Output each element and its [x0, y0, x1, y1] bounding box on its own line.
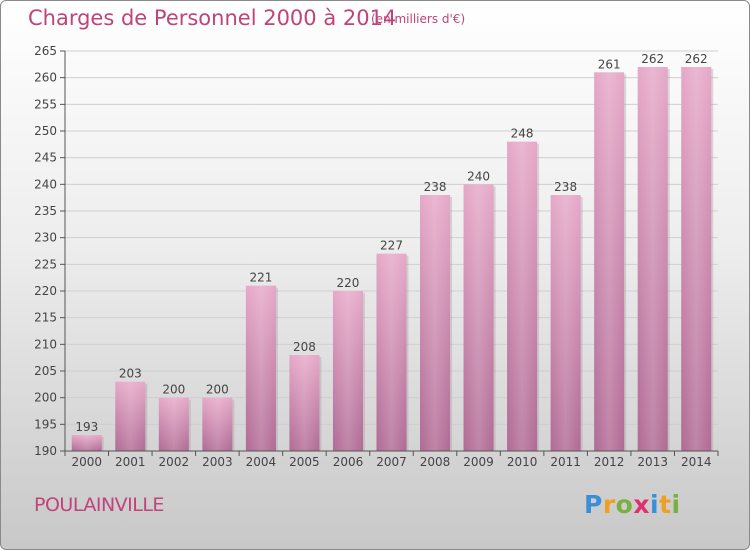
proxiti-logo: Proxiti: [584, 490, 681, 519]
bar-value-label: 261: [598, 57, 621, 71]
y-tick-label: 195: [34, 417, 57, 431]
x-tick-label: 2007: [376, 455, 407, 469]
x-tick-label: 2002: [159, 455, 190, 469]
bar-highlight: [289, 355, 320, 451]
logo-letter: x: [633, 490, 650, 519]
bar-value-label: 262: [685, 52, 708, 66]
value-labels: 193 203 200 200 221 208 220 227 238 240 248 238 261 2…: [75, 52, 707, 434]
chart-title: Charges de Personnel 2000 à 2014: [28, 6, 397, 30]
bar-highlight: [71, 435, 102, 451]
bar-highlight: [507, 141, 538, 451]
x-tick-label: 2014: [681, 455, 712, 469]
x-tick-label: 2010: [507, 455, 538, 469]
x-tick-label: 2013: [637, 455, 668, 469]
bar-highlight: [550, 195, 581, 451]
bar-value-label: 240: [467, 169, 490, 183]
x-tick-label: 2006: [333, 455, 364, 469]
y-tick-label: 200: [34, 391, 57, 405]
logo-letter: r: [602, 490, 616, 519]
logo-letter: o: [615, 490, 634, 519]
y-tick-label: 245: [34, 151, 57, 165]
bar-value-label: 193: [75, 420, 98, 434]
bar-highlight: [420, 195, 451, 451]
x-tick-label: 2011: [550, 455, 581, 469]
x-tick-label: 2009: [463, 455, 494, 469]
bar-value-label: 208: [293, 340, 316, 354]
y-tick-label: 225: [34, 257, 57, 271]
x-tick-label: 2003: [202, 455, 233, 469]
bar-highlight: [637, 67, 668, 451]
bar-value-label: 248: [511, 127, 534, 141]
bar-value-label: 227: [380, 239, 403, 253]
logo-letter: t: [659, 490, 672, 519]
x-tick-label: 2001: [115, 455, 146, 469]
y-tick-label: 230: [34, 231, 57, 245]
bar-highlight: [245, 285, 276, 451]
x-tick-label: 2000: [71, 455, 102, 469]
y-tick-label: 205: [34, 364, 57, 378]
y-tick-label: 210: [34, 337, 57, 351]
y-tick-label: 215: [34, 311, 57, 325]
y-tick-label: 265: [34, 44, 57, 58]
x-tick-label: 2004: [246, 455, 277, 469]
y-tick-label: 235: [34, 204, 57, 218]
x-tick-label: 2012: [594, 455, 625, 469]
y-tick-label: 220: [34, 284, 57, 298]
logo-letter: i: [650, 490, 660, 519]
x-tick-label: 2008: [420, 455, 451, 469]
bar-highlight: [681, 67, 712, 451]
y-tick-label: 260: [34, 71, 57, 85]
y-tick-label: 255: [34, 97, 57, 111]
bar-highlight: [158, 397, 189, 451]
bar-value-label: 203: [119, 367, 142, 381]
bar-highlight: [332, 291, 363, 451]
logo-letter: P: [584, 490, 603, 519]
bar-value-label: 262: [641, 52, 664, 66]
axes: 190 195 200 205 210 215 220 225 230 235 240 245 250 2…: [34, 44, 719, 469]
y-tick-label: 240: [34, 177, 57, 191]
y-tick-label: 190: [34, 444, 57, 458]
bar-value-label: 238: [424, 180, 447, 194]
commune-name: POULAINVILLE: [34, 494, 164, 516]
bar-highlight: [463, 184, 494, 452]
bar-highlight: [376, 253, 407, 451]
bar-highlight: [115, 381, 146, 451]
bar-value-label: 220: [337, 276, 360, 290]
bar-highlight: [202, 397, 233, 451]
bars: [71, 67, 714, 452]
x-tick-label: 2005: [289, 455, 320, 469]
bar-value-label: 238: [554, 180, 577, 194]
y-tick-label: 250: [34, 124, 57, 138]
bar-highlight: [594, 72, 625, 451]
logo-letter: i: [671, 490, 681, 519]
bar-value-label: 221: [249, 271, 272, 285]
chart-subtitle: (en milliers d'€): [371, 12, 466, 26]
bar-value-label: 200: [162, 383, 185, 397]
bar-value-label: 200: [206, 383, 229, 397]
